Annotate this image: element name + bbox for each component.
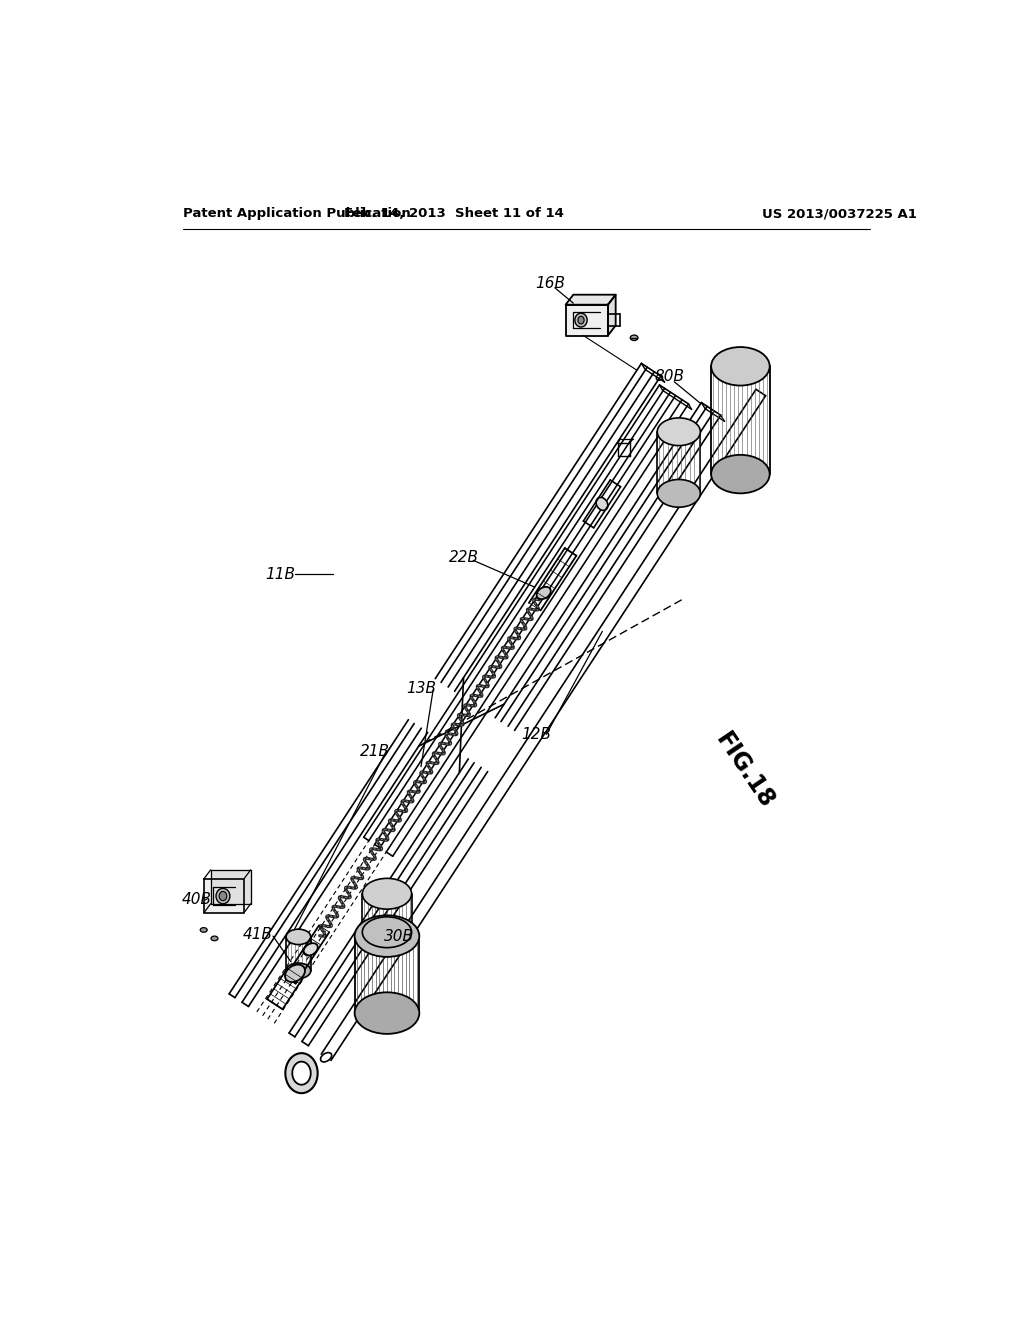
- Text: 80B: 80B: [654, 368, 685, 384]
- Ellipse shape: [362, 917, 412, 948]
- Text: 30B: 30B: [384, 928, 414, 944]
- Ellipse shape: [537, 587, 551, 599]
- Ellipse shape: [211, 936, 218, 941]
- Text: 22B: 22B: [449, 549, 479, 565]
- Ellipse shape: [201, 928, 207, 932]
- Text: 40B: 40B: [182, 891, 212, 907]
- Text: Feb. 14, 2013  Sheet 11 of 14: Feb. 14, 2013 Sheet 11 of 14: [344, 207, 564, 220]
- Ellipse shape: [285, 965, 305, 982]
- Ellipse shape: [362, 878, 412, 909]
- Polygon shape: [204, 879, 244, 913]
- Ellipse shape: [286, 1053, 317, 1093]
- Polygon shape: [211, 870, 251, 904]
- Ellipse shape: [574, 313, 587, 327]
- Text: 16B: 16B: [536, 276, 565, 290]
- Text: FIG.18: FIG.18: [711, 729, 779, 813]
- Ellipse shape: [286, 964, 310, 978]
- Ellipse shape: [711, 455, 770, 494]
- Text: 12B: 12B: [521, 727, 551, 742]
- Polygon shape: [565, 305, 608, 335]
- Text: 13B: 13B: [407, 681, 436, 696]
- Ellipse shape: [596, 498, 608, 511]
- Ellipse shape: [631, 335, 638, 341]
- Polygon shape: [608, 294, 615, 335]
- Ellipse shape: [303, 944, 317, 956]
- Ellipse shape: [219, 891, 226, 900]
- Ellipse shape: [711, 347, 770, 385]
- Ellipse shape: [216, 888, 230, 904]
- Ellipse shape: [657, 418, 700, 446]
- Ellipse shape: [286, 929, 310, 945]
- Text: 21B: 21B: [360, 743, 390, 759]
- Polygon shape: [565, 294, 615, 305]
- Text: Patent Application Publication: Patent Application Publication: [183, 207, 411, 220]
- Text: 11B: 11B: [265, 566, 296, 582]
- Ellipse shape: [354, 915, 419, 957]
- Ellipse shape: [292, 1061, 310, 1085]
- Text: 41B: 41B: [243, 927, 272, 942]
- Text: US 2013/0037225 A1: US 2013/0037225 A1: [762, 207, 916, 220]
- Ellipse shape: [657, 479, 700, 507]
- Ellipse shape: [354, 993, 419, 1034]
- Ellipse shape: [578, 317, 584, 323]
